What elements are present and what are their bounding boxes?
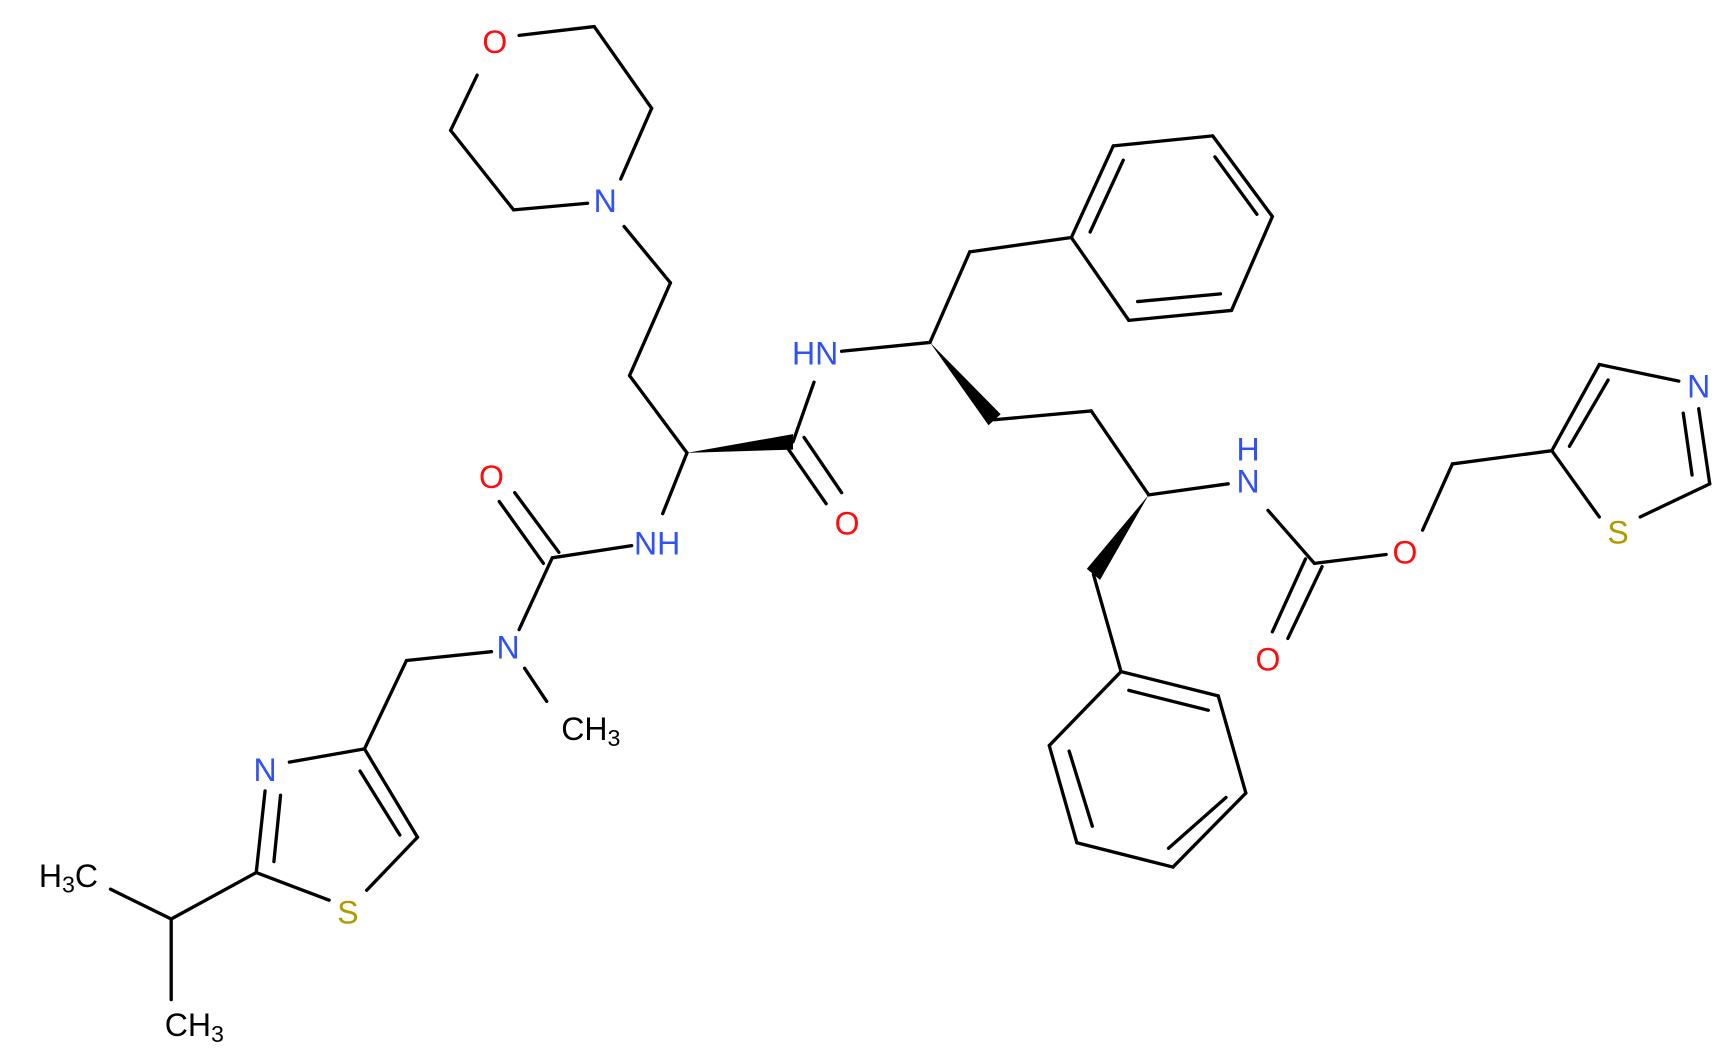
label-main: CH [561,711,607,747]
label-suffix: C [75,858,98,894]
label-subscript: 3 [608,725,621,751]
atom-label: CH3 [561,711,620,751]
atom-label: N [1687,369,1710,405]
atom-labels: O N HN O NH O N CH3 N S H3C CH3 H N O O … [39,24,1710,1047]
label-subscript: 3 [211,1021,224,1047]
atom-label: H3C [39,858,98,898]
atom-label: N [594,183,617,219]
atom-label: N [254,752,277,788]
label-main: CH [165,1007,211,1043]
atom-label: CH3 [165,1007,224,1047]
atom-label: S [337,894,358,930]
atom-label: N [1237,464,1260,500]
atom-label: HN [792,335,838,371]
label-subscript: 3 [62,872,75,898]
bonds [108,24,1712,1002]
atom-label: O [1255,641,1280,677]
atom-label: N [497,629,520,665]
atom-label: S [1607,514,1628,550]
atom-label: O [479,459,504,495]
atom-label: O [1392,534,1417,570]
atom-label: NH [634,525,680,561]
label-main: H [39,858,62,894]
atom-label: O [482,24,507,60]
atom-label-h: H [1237,432,1260,468]
atom-label: O [835,506,860,542]
